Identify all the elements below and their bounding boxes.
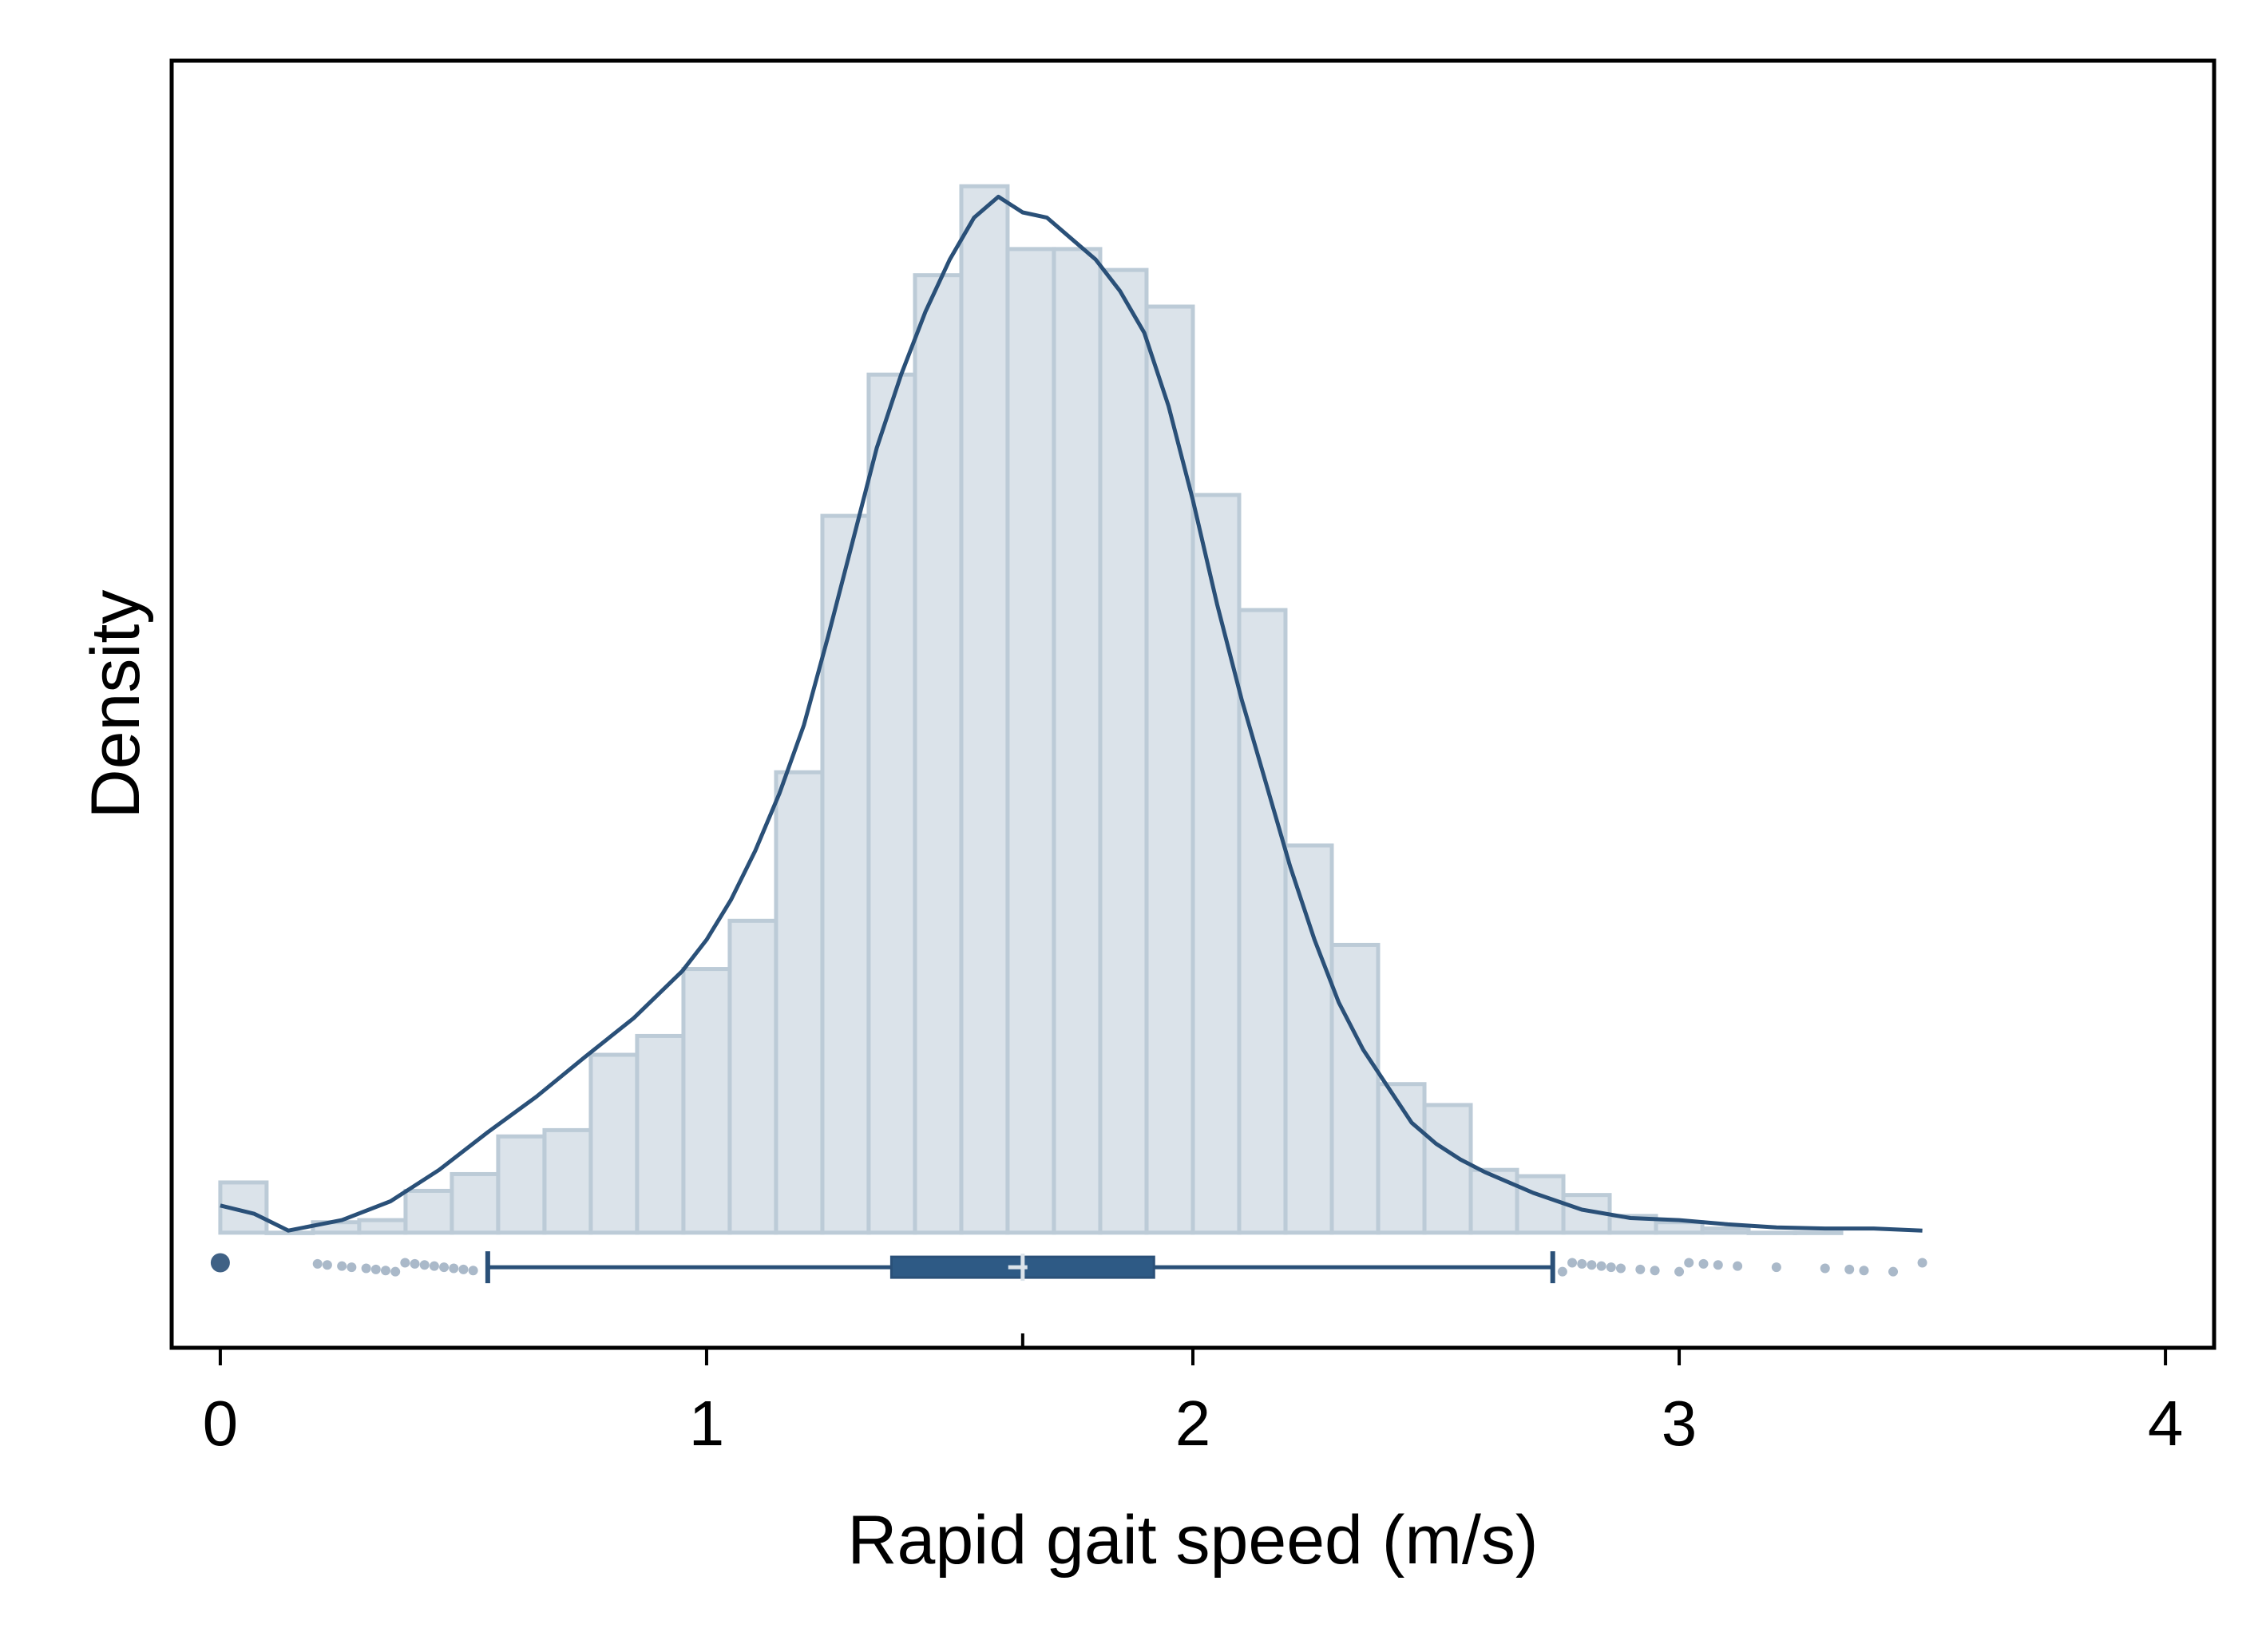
outlier-point [322,1260,332,1270]
outlier-point [429,1261,439,1271]
histogram-bar [681,967,732,1235]
histogram-bar [913,273,964,1235]
outlier-point [1713,1260,1723,1270]
histogram-bar [1237,608,1288,1235]
outlier-point [210,1253,230,1273]
histogram-bar [264,1230,315,1235]
outlier-point [312,1258,323,1269]
histogram-bar [959,184,1010,1235]
histogram-bar [403,1188,454,1235]
x-tick-label: 3 [1662,1388,1698,1459]
outlier-point [1615,1263,1626,1274]
kde-line [220,194,1923,1233]
histogram-bar [1144,304,1195,1235]
outlier-point [1888,1266,1899,1277]
outlier-point [1567,1258,1578,1268]
outlier-point [439,1262,450,1273]
outlier-point [1859,1266,1869,1276]
outlier-point [337,1261,347,1271]
outlier-point [458,1264,469,1274]
outlier-point [361,1263,371,1274]
density-curve [220,194,1923,1233]
x-axis-title: Rapid gait speed (m/s) [847,1502,1538,1579]
outlier-point [1820,1263,1830,1274]
y-axis-title: Density [77,590,154,819]
outlier-point [410,1258,420,1269]
x-axis-ticks: 0 1 2 3 4 [203,1333,2184,1459]
histogram-bar [1190,493,1242,1235]
histogram-bar [1746,1230,1797,1235]
outlier-point [1557,1266,1567,1277]
histogram-bar [1098,267,1149,1235]
histogram-bar [1005,247,1056,1235]
outlier-point [1698,1258,1709,1269]
histogram-bar [1283,843,1334,1235]
outlier-point [468,1266,478,1276]
outlier-point [1587,1260,1597,1270]
outlier-point [1650,1266,1660,1276]
histogram-bar [588,1052,640,1235]
histogram-bar [820,513,871,1235]
histogram-bar [1654,1220,1705,1235]
histogram-bar [1700,1226,1751,1235]
x-tick-label: 4 [2148,1388,2184,1459]
histogram-bar [866,372,917,1235]
histogram-bar [1468,1167,1519,1235]
outlier-point [380,1266,390,1276]
x-tick-label: 2 [1175,1388,1211,1459]
histogram-bar [1515,1174,1566,1235]
outlier-point [1674,1266,1685,1277]
boxplot [210,1251,1927,1284]
histogram-bar [1793,1230,1844,1235]
histogram-bar [450,1171,501,1235]
histogram-bars [218,184,1844,1235]
histogram-bar [727,918,778,1235]
histogram-bar [1329,942,1381,1235]
outlier-point [347,1262,357,1273]
outlier-point [1596,1261,1606,1271]
outlier-point [449,1263,459,1274]
outlier-point [1606,1262,1616,1273]
outlier-point [419,1260,430,1270]
histogram-bar [774,770,825,1235]
outlier-point [370,1264,381,1274]
histogram-bar [1422,1103,1473,1235]
outlier-point [1684,1258,1694,1268]
outlier-point [1733,1261,1743,1271]
outlier-point [390,1266,401,1277]
x-tick-label: 0 [203,1388,239,1459]
outlier-point [1635,1264,1646,1274]
histogram-bar [635,1033,686,1235]
outlier-point [1844,1264,1855,1274]
histogram-bar [496,1134,547,1235]
histogram-bar [1052,247,1103,1235]
outlier-point [1577,1258,1587,1269]
histogram-bar [357,1218,408,1235]
outlier-point [1771,1262,1781,1273]
outlier-point [1917,1258,1927,1268]
x-tick-label: 1 [689,1388,725,1459]
histogram-bar [542,1127,593,1235]
outlier-point [400,1258,410,1268]
